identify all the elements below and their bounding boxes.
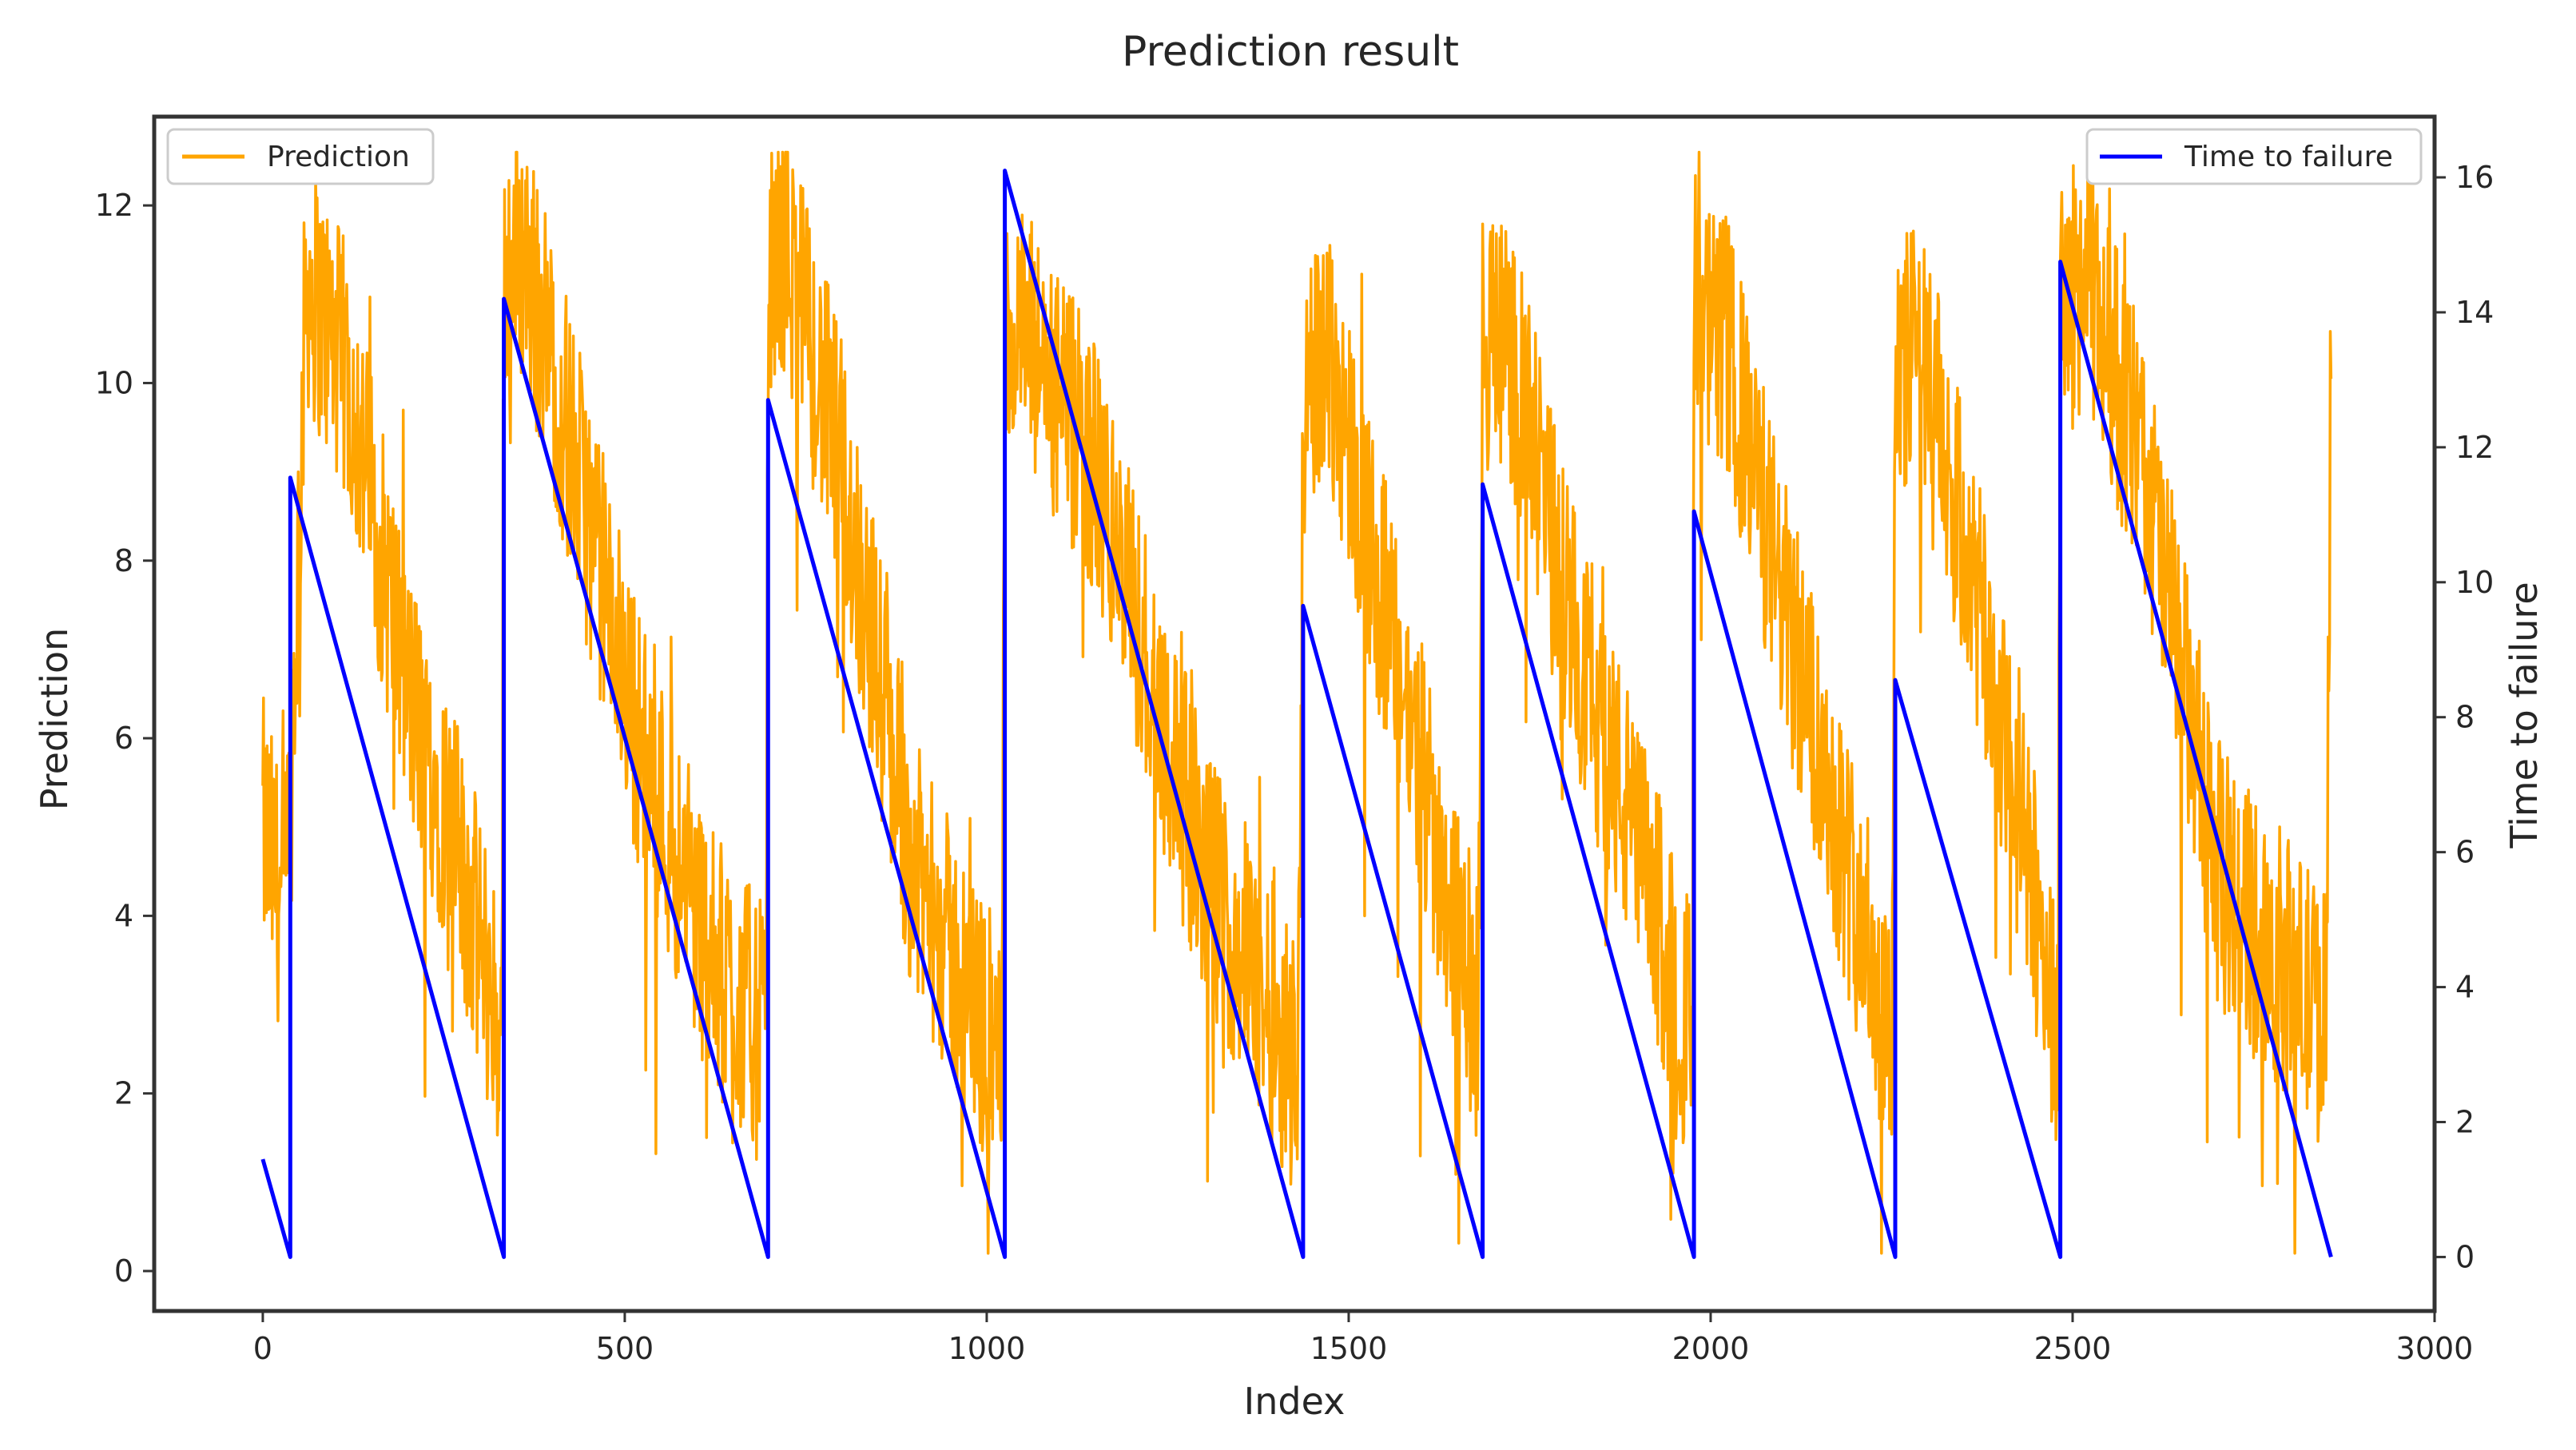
y-tick-label: 10 xyxy=(95,365,133,400)
y-tick-label: 0 xyxy=(114,1253,133,1289)
y2-tick-label: 16 xyxy=(2455,160,2494,195)
y-tick-label: 2 xyxy=(114,1076,133,1111)
y2-tick-label: 0 xyxy=(2455,1239,2475,1274)
x-axis: 0 500 1000 1500 2000 2500 3000 xyxy=(253,1311,2474,1366)
x-axis-label: Index xyxy=(1244,1380,1346,1423)
legend-time-to-failure: Time to failure xyxy=(2085,128,2423,185)
legend-box xyxy=(2085,128,2423,185)
y2-tick-label: 4 xyxy=(2455,970,2475,1005)
legend-prediction: Prediction xyxy=(166,128,435,185)
legend-label-time-to-failure: Time to failure xyxy=(2184,141,2393,173)
plot-frame xyxy=(152,114,2437,1313)
x-tick-label: 3000 xyxy=(2396,1331,2474,1366)
time-to-failure-line xyxy=(260,169,2333,1259)
x-tick-label: 2500 xyxy=(2034,1331,2112,1366)
time-to-failure-series xyxy=(260,169,2333,1259)
y2-tick-label: 2 xyxy=(2455,1105,2475,1140)
x-tick-label: 1500 xyxy=(1310,1331,1388,1366)
x-tick-label: 500 xyxy=(596,1331,654,1366)
y2-axis-label: Time to failure xyxy=(2502,582,2546,848)
y2-tick-label: 10 xyxy=(2455,565,2494,600)
prediction-series xyxy=(261,150,2333,1255)
prediction-line xyxy=(261,150,2333,1255)
y-axis-label: Prediction xyxy=(33,628,76,811)
y-axis-right: 0 2 4 6 8 10 12 14 16 xyxy=(2435,160,2494,1274)
y2-tick-label: 8 xyxy=(2455,700,2475,735)
y-tick-label: 8 xyxy=(114,543,133,578)
legend-box xyxy=(166,128,435,185)
x-tick-label: 2000 xyxy=(1672,1331,1750,1366)
y-tick-label: 12 xyxy=(95,188,133,223)
y-tick-label: 4 xyxy=(114,898,133,933)
legend-label-prediction: Prediction xyxy=(267,141,410,173)
y2-tick-label: 12 xyxy=(2455,430,2494,465)
y2-tick-label: 14 xyxy=(2455,295,2494,330)
y-tick-label: 6 xyxy=(114,721,133,756)
y2-tick-label: 6 xyxy=(2455,835,2475,870)
x-tick-label: 0 xyxy=(253,1331,272,1366)
x-tick-label: 1000 xyxy=(948,1331,1026,1366)
chart-title: Prediction result xyxy=(1122,28,1459,76)
y-axis-left: 0 2 4 6 8 10 12 xyxy=(95,188,154,1289)
